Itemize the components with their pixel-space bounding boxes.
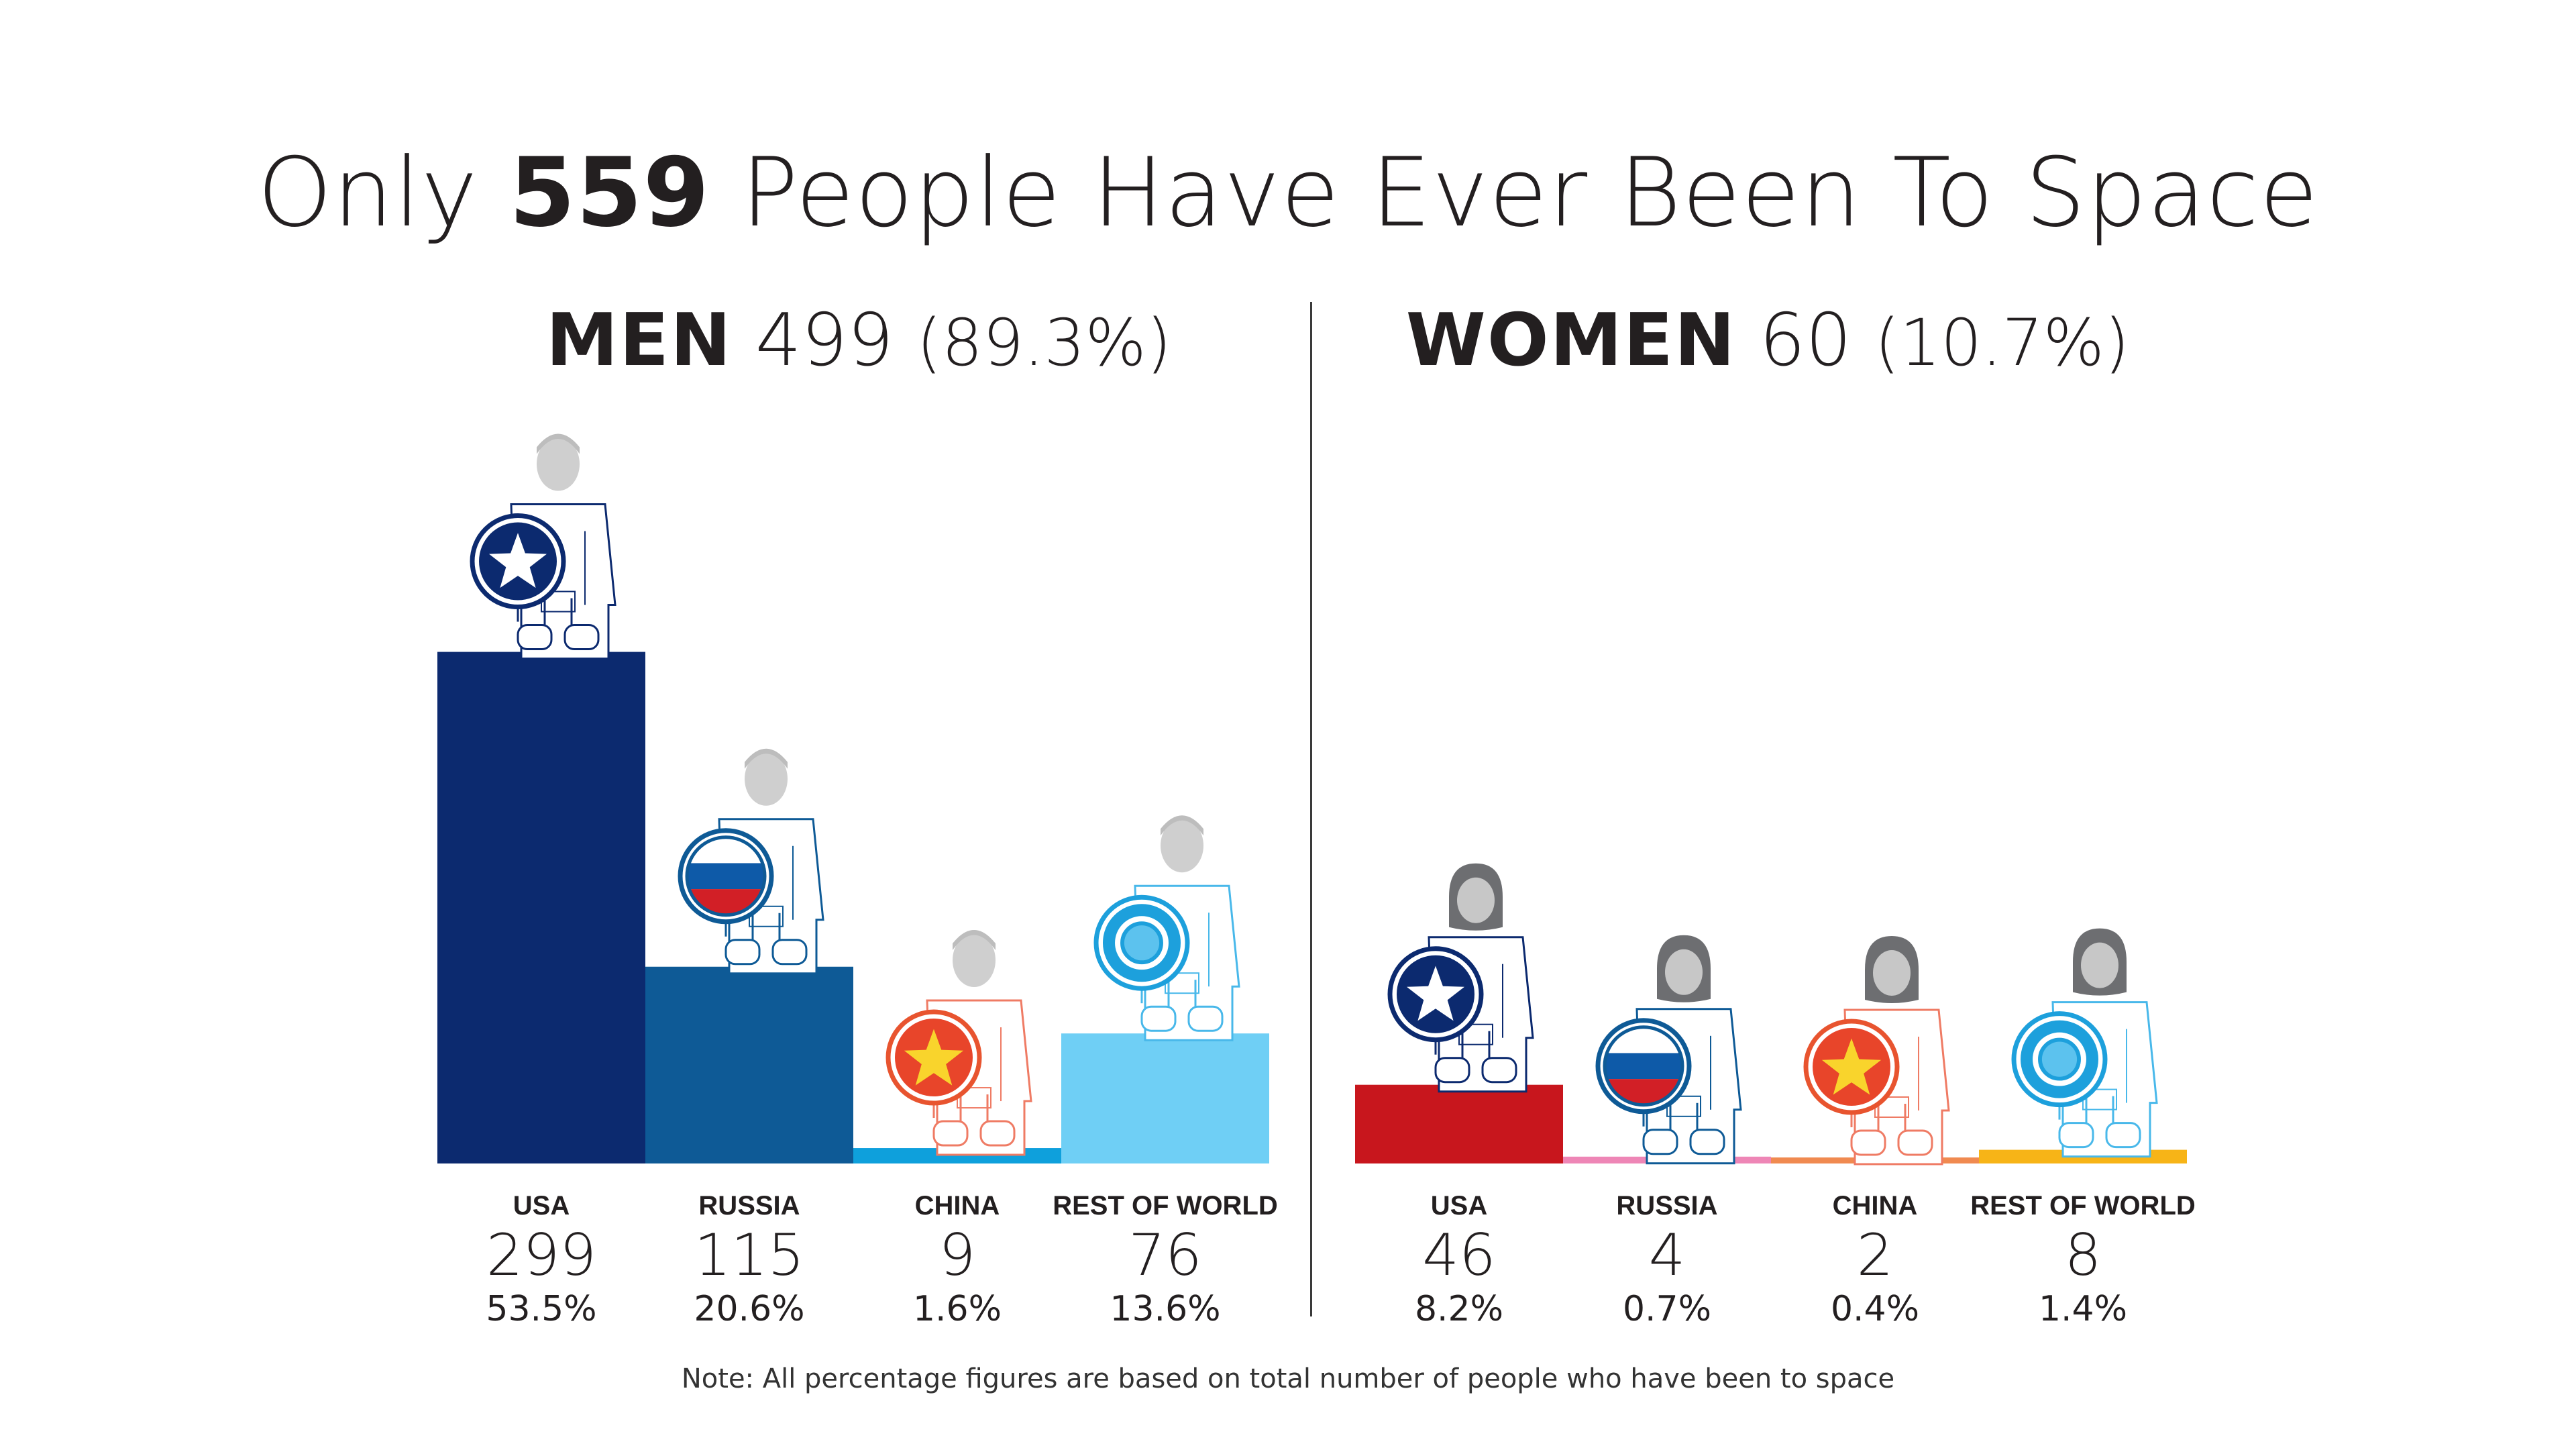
women-astronaut-russia bbox=[1595, 935, 1742, 1165]
usa-star-emblem bbox=[470, 513, 566, 610]
men-heading-count: 499 bbox=[755, 299, 894, 382]
boot-shape bbox=[1187, 1005, 1224, 1032]
men-astronaut-russia bbox=[678, 748, 824, 975]
boot-shape bbox=[2105, 1122, 2141, 1149]
men-category-label: RUSSIA bbox=[698, 1191, 800, 1221]
footnote: Note: All percentage figures are based o… bbox=[681, 1363, 1895, 1394]
men-bar-russia bbox=[645, 966, 853, 1163]
russia-flag-emblem bbox=[1595, 1018, 1692, 1115]
women-value-label: 46 bbox=[1422, 1222, 1495, 1289]
women-astronaut-china bbox=[1803, 936, 1950, 1166]
women-heading-label: WOMEN bbox=[1405, 299, 1737, 382]
boot-shape bbox=[979, 1120, 1016, 1147]
chart-title: Only 559 People Have Ever Been To Space bbox=[0, 138, 2576, 248]
usa-star-emblem bbox=[1387, 946, 1484, 1043]
star-icon bbox=[489, 533, 547, 588]
men-category-label: CHINA bbox=[915, 1191, 1000, 1221]
women-percent-label: 8.2% bbox=[1415, 1289, 1503, 1329]
men-category-label: USA bbox=[513, 1191, 570, 1221]
men-percent-label: 53.5% bbox=[486, 1289, 596, 1329]
boot-shape bbox=[1140, 1005, 1177, 1032]
world-ring-emblem bbox=[2011, 1011, 2108, 1108]
men-heading: MEN 499 (89.3%) bbox=[429, 299, 1288, 382]
china-star-emblem bbox=[1803, 1019, 1900, 1115]
china-star-emblem bbox=[885, 1009, 982, 1106]
boot-shape bbox=[1434, 1057, 1470, 1084]
face-shape bbox=[1873, 950, 1911, 996]
women-heading-percent: (10.7%) bbox=[1874, 305, 2130, 380]
men-astronaut-rest-of-world bbox=[1093, 815, 1240, 1041]
face-shape bbox=[537, 437, 580, 491]
men-value-label: 76 bbox=[1128, 1222, 1201, 1289]
men-percent-label: 13.6% bbox=[1110, 1289, 1220, 1329]
face-shape bbox=[2081, 942, 2118, 988]
star-icon bbox=[1407, 966, 1464, 1021]
women-percent-label: 0.7% bbox=[1623, 1289, 1711, 1329]
face-shape bbox=[1457, 877, 1495, 923]
women-bar-usa bbox=[1355, 1084, 1563, 1163]
women-heading-count: 60 bbox=[1759, 299, 1852, 382]
boot-shape bbox=[2058, 1122, 2094, 1149]
men-astronaut-usa bbox=[470, 433, 616, 660]
women-percent-label: 0.4% bbox=[1831, 1289, 1919, 1329]
women-percent-label: 1.4% bbox=[2039, 1289, 2127, 1329]
star-icon bbox=[904, 1029, 964, 1086]
women-category-label: USA bbox=[1431, 1191, 1487, 1221]
women-astronaut-usa bbox=[1387, 863, 1534, 1093]
world-ring-emblem bbox=[1093, 894, 1190, 991]
title-suffix: People Have Ever Been To Space bbox=[710, 138, 2319, 248]
panel-divider bbox=[1310, 302, 1312, 1316]
russia-flag-emblem bbox=[678, 828, 774, 925]
face-shape bbox=[953, 933, 996, 988]
boot-shape bbox=[1642, 1129, 1678, 1155]
boot-shape bbox=[724, 939, 761, 966]
men-value-label: 9 bbox=[939, 1222, 976, 1289]
women-value-label: 8 bbox=[2065, 1222, 2102, 1289]
star-icon bbox=[1821, 1038, 1882, 1095]
men-astronaut-china bbox=[885, 930, 1032, 1156]
men-percent-label: 1.6% bbox=[913, 1289, 1002, 1329]
men-percent-label: 20.6% bbox=[694, 1289, 804, 1329]
women-heading: WOMEN 60 (10.7%) bbox=[1338, 299, 2197, 382]
globe-ring-icon bbox=[2033, 1032, 2086, 1086]
women-value-label: 4 bbox=[1649, 1222, 1686, 1289]
men-heading-label: MEN bbox=[545, 299, 733, 382]
women-value-label: 2 bbox=[1857, 1222, 1894, 1289]
women-category-label: REST OF WORLD bbox=[1970, 1191, 2196, 1221]
boot-shape bbox=[1850, 1129, 1886, 1156]
men-bar-usa bbox=[437, 652, 645, 1163]
globe-ring-icon bbox=[1115, 916, 1169, 970]
men-value-label: 115 bbox=[694, 1222, 804, 1289]
title-number: 559 bbox=[508, 138, 710, 248]
men-category-label: REST OF WORLD bbox=[1053, 1191, 1278, 1221]
boot-shape bbox=[517, 624, 553, 651]
face-shape bbox=[745, 752, 788, 806]
face-shape bbox=[1161, 819, 1203, 873]
women-category-label: CHINA bbox=[1833, 1191, 1918, 1221]
boot-shape bbox=[564, 624, 600, 651]
men-bar-rest-of-world bbox=[1061, 1033, 1269, 1163]
boot-shape bbox=[932, 1120, 969, 1147]
men-heading-percent: (89.3%) bbox=[916, 305, 1172, 380]
boot-shape bbox=[771, 939, 808, 966]
title-prefix: Only bbox=[257, 138, 509, 248]
boot-shape bbox=[1897, 1129, 1933, 1156]
boot-shape bbox=[1689, 1129, 1725, 1155]
face-shape bbox=[1665, 949, 1703, 995]
boot-shape bbox=[1481, 1057, 1517, 1084]
women-astronaut-rest-of-world bbox=[2011, 928, 2158, 1158]
men-value-label: 299 bbox=[486, 1222, 596, 1289]
women-category-label: RUSSIA bbox=[1616, 1191, 1717, 1221]
